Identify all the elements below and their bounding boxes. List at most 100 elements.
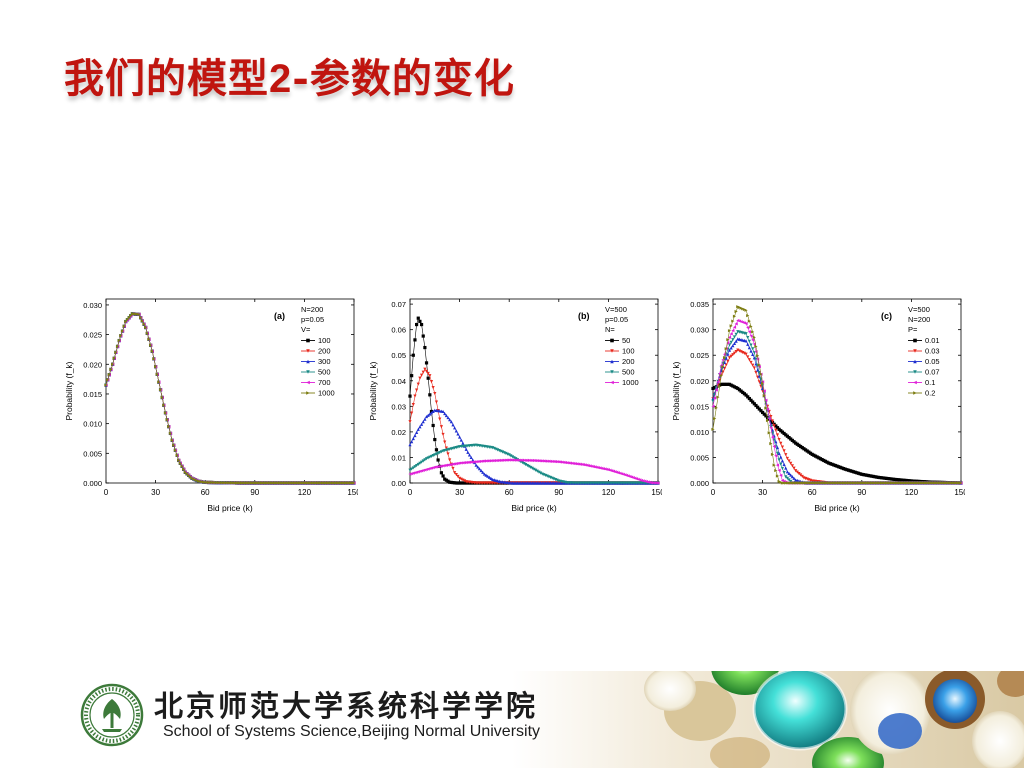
data-point [870, 481, 874, 485]
data-point [744, 339, 748, 343]
data-point [439, 425, 444, 429]
data-point [281, 481, 285, 485]
data-point [846, 481, 851, 485]
x-tick-label: 150 [347, 488, 358, 497]
x-tick-label: 30 [758, 488, 767, 497]
plot-frame [105, 298, 355, 484]
data-point [790, 475, 794, 479]
data-point [177, 458, 181, 463]
data-point [225, 481, 229, 485]
data-point [772, 463, 776, 467]
data-point [268, 481, 272, 485]
x-tick-label: 90 [250, 488, 259, 497]
data-point [149, 343, 153, 347]
data-point [254, 481, 259, 485]
data-point [132, 312, 136, 316]
data-point [421, 420, 425, 424]
data-point [438, 417, 442, 421]
data-point [489, 476, 493, 480]
data-point [644, 479, 649, 484]
data-point [297, 481, 302, 485]
school-name-english: School of Systems Science,Beijing Normal… [163, 723, 541, 740]
data-point [866, 481, 871, 485]
data-point [142, 322, 146, 326]
data-point [769, 414, 773, 419]
data-point [431, 454, 435, 458]
panel-label: (a) [274, 311, 285, 321]
y-tick-label: 0.015 [690, 402, 709, 411]
data-point [434, 452, 439, 456]
data-point [413, 394, 417, 398]
data-point [423, 345, 427, 350]
y-tick-label: 0.035 [690, 300, 709, 309]
x-tick-label: 0 [104, 488, 109, 497]
data-point [522, 458, 526, 462]
data-point [779, 462, 783, 466]
data-point [716, 395, 720, 399]
data-point [479, 459, 483, 463]
legend-swatch-marker [306, 338, 310, 343]
legend-swatch-marker [913, 338, 917, 343]
data-point [423, 417, 427, 421]
data-point [792, 481, 796, 485]
data-point [749, 343, 753, 347]
data-point [187, 473, 191, 477]
data-point [150, 349, 154, 353]
data-point [284, 481, 288, 485]
data-point [714, 406, 718, 410]
chart-svg: 0 30 60 90 120 150 0.00 0.01 0.02 0.03 0.04 0.05 0.0… [368, 298, 665, 513]
data-point [157, 380, 161, 384]
data-point [782, 481, 786, 485]
data-point [448, 458, 452, 462]
data-point [739, 350, 743, 354]
data-point [416, 427, 420, 431]
data-point [648, 480, 652, 484]
data-point [443, 411, 447, 416]
data-point [243, 481, 247, 485]
data-point [514, 458, 518, 462]
legend-entry: 100 [318, 336, 331, 345]
data-point [441, 409, 445, 414]
data-point [550, 459, 554, 464]
data-point [236, 481, 240, 485]
data-point [713, 417, 717, 421]
data-point [216, 481, 221, 485]
data-point [770, 435, 775, 439]
data-point [162, 403, 166, 407]
data-point [751, 330, 755, 334]
data-point [446, 463, 450, 467]
y-axis-label: Probability (f_k) [64, 361, 74, 420]
data-point [436, 458, 440, 462]
data-point [527, 464, 531, 469]
data-point [580, 462, 584, 467]
title-prefix: 我们的模型 [64, 55, 269, 102]
series-0.2 [711, 305, 963, 485]
data-point [125, 318, 130, 322]
data-point [653, 481, 657, 485]
x-tick-label: 120 [602, 488, 616, 497]
data-point [235, 481, 239, 485]
data-point [721, 365, 725, 369]
data-point [718, 372, 722, 376]
data-point [853, 481, 857, 485]
data-point [472, 460, 477, 464]
data-point [154, 365, 158, 369]
data-point [863, 481, 867, 485]
data-point [889, 481, 894, 485]
data-point [200, 480, 204, 484]
x-tick-label: 0 [711, 488, 716, 497]
data-point [330, 481, 335, 485]
data-point [774, 468, 778, 473]
data-point [461, 461, 465, 465]
legend-header-line: V= [301, 325, 311, 334]
data-point [792, 476, 796, 480]
data-point [434, 448, 439, 452]
legend-swatch-marker [913, 370, 917, 374]
data-point [775, 445, 780, 450]
data-point [115, 344, 120, 349]
data-point [426, 456, 430, 460]
data-point [238, 481, 242, 485]
data-point [860, 481, 864, 485]
data-point [747, 358, 751, 362]
data-point [751, 363, 755, 367]
